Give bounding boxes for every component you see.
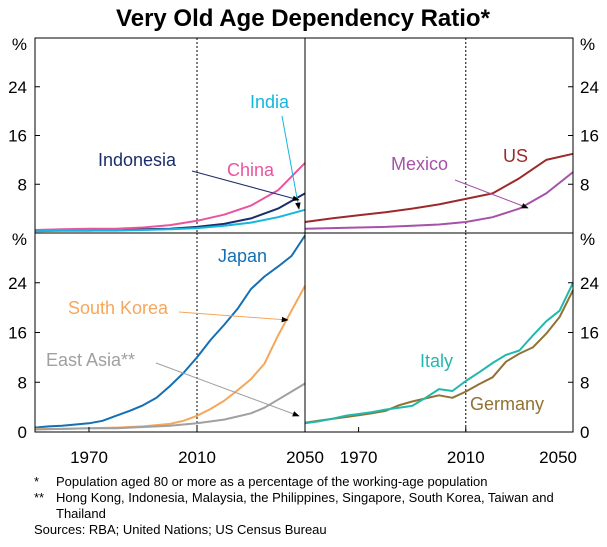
series-label-south-korea: South Korea — [68, 298, 169, 318]
x-tick-label-right: 2050 — [539, 448, 577, 467]
x-tick-label-left: 2050 — [286, 448, 324, 467]
y-tick-label-left: 16 — [8, 324, 27, 343]
footnote-mark: ** — [34, 490, 45, 505]
y-tick-label-left: 8 — [18, 373, 27, 392]
series-line-china — [34, 162, 306, 231]
y-tick-label-left: 0 — [18, 423, 27, 442]
series-label-italy: Italy — [420, 351, 453, 371]
label-arrow — [191, 170, 300, 202]
y-tick-label-left: 8 — [18, 175, 27, 194]
y-tick-label-right: 0 — [580, 423, 589, 442]
series-label-germany: Germany — [470, 394, 544, 414]
label-arrow — [454, 179, 529, 209]
plot-frame — [34, 37, 574, 433]
label-arrow — [178, 311, 289, 323]
series-label-china: China — [227, 160, 275, 180]
footnotes: * Population aged 80 or more as a percen… — [34, 474, 604, 538]
y-tick-label-left: 24 — [8, 78, 27, 97]
footnote-text: Population aged 80 or more as a percenta… — [56, 474, 488, 489]
series-line-germany — [304, 289, 574, 424]
unit-label-left: % — [12, 35, 27, 54]
y-tick-label-right: 24 — [580, 274, 599, 293]
unit-label-left: % — [12, 230, 27, 249]
y-tick-label-right: 8 — [580, 373, 589, 392]
series-label-japan: Japan — [218, 246, 267, 266]
series-label-indonesia: Indonesia — [98, 150, 177, 170]
x-tick-label-right: 2010 — [447, 448, 485, 467]
series-line-east-asia- — [34, 382, 306, 431]
y-tick-label-right: 8 — [580, 175, 589, 194]
label-arrow — [155, 362, 300, 417]
series-line-mexico — [304, 171, 574, 230]
chart-title: Very Old Age Dependency Ratio* — [116, 5, 491, 32]
footnote-1: * Population aged 80 or more as a percen… — [34, 474, 604, 490]
chart: Very Old Age Dependency Ratio* India China… — [8, 5, 599, 467]
series-line-india — [34, 208, 306, 233]
sources: Sources: RBA; United Nations; US Census … — [34, 522, 327, 537]
series-label-us: US — [503, 146, 528, 166]
series-label-india: India — [250, 92, 290, 112]
x-tick-label-left: 1970 — [70, 448, 108, 467]
unit-label-right: % — [580, 230, 595, 249]
label-arrow — [281, 115, 301, 210]
footnote-2: ** Hong Kong, Indonesia, Malaysia, the P… — [34, 490, 604, 522]
y-tick-label-left: 16 — [8, 127, 27, 146]
footnote-text: Hong Kong, Indonesia, Malaysia, the Phil… — [56, 490, 554, 521]
series-line-us — [304, 152, 574, 223]
unit-label-right: % — [580, 35, 595, 54]
series-line-japan — [34, 234, 306, 429]
y-tick-label-right: 24 — [580, 78, 599, 97]
y-tick-label-left: 24 — [8, 274, 27, 293]
x-tick-label-right: 1970 — [340, 448, 378, 467]
y-tick-label-right: 16 — [580, 324, 599, 343]
x-tick-label-left: 2010 — [178, 448, 216, 467]
series-label-mexico: Mexico — [391, 154, 448, 174]
footnote-mark: * — [34, 474, 40, 489]
series-line-italy — [304, 282, 574, 425]
y-tick-label-right: 16 — [580, 127, 599, 146]
series-label-east-asia-: East Asia** — [46, 350, 135, 370]
